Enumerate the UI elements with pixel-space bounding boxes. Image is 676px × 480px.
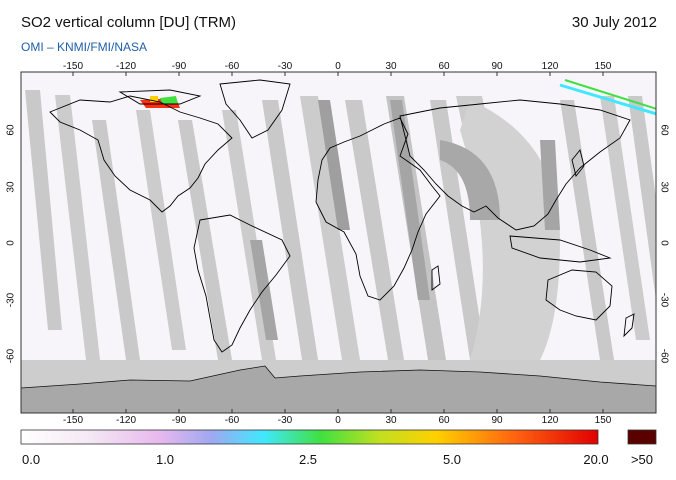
lon-tick-top: 30 [385,61,397,72]
swath [92,120,140,360]
lon-tick-bottom: -120 [115,415,137,426]
lon-tick-bottom: 150 [594,415,612,426]
colorbar-label: >50 [630,452,654,467]
lon-tick-bottom: 0 [335,415,341,426]
swath [136,110,186,350]
lat-tick-left: -60 [5,348,17,364]
swath [25,90,62,330]
antarctica [21,365,656,413]
swath [300,96,360,360]
lon-tick-top: 90 [491,61,503,72]
lat-tick-left: 30 [5,181,17,193]
lon-tick-top: -120 [115,61,137,72]
map-title: SO2 vertical column [DU] (TRM) [21,14,237,31]
swath [600,96,650,340]
swath [345,100,404,360]
lon-tick-top: -150 [62,61,84,72]
lat-tick-right: 30 [658,181,670,193]
lon-tick-bottom: 30 [385,415,397,426]
swath-overlap [440,140,500,220]
colorbar-gradient [20,429,599,445]
swath-overlap [390,100,430,300]
swath [628,96,656,300]
madagascar-coast [431,265,441,291]
data-source: OMI – KNMI/FMI/NASA [21,40,148,54]
south-america-coast [193,214,291,353]
lon-tick-bottom: -90 [171,415,187,426]
lat-tick-left: 0 [5,240,17,246]
colorbar-overflow [627,429,657,445]
lon-tick-top: 60 [438,61,450,72]
lon-tick-top: 0 [335,61,341,72]
colorbar-label: 2.5 [298,452,318,467]
lat-tick-left: -30 [5,292,17,308]
colorbar-label: 0.0 [22,452,41,467]
lon-tick-top: -30 [277,61,293,72]
tick-marks [72,72,604,413]
colorbar-label: 1.0 [155,452,175,467]
lon-tick-bottom: 60 [438,415,450,426]
lon-tick-bottom: -150 [62,415,84,426]
swath [430,100,486,360]
greenland-coast [219,79,291,139]
so2-streak [559,83,656,116]
swath-overlap [318,100,350,230]
asia-coast [399,99,631,231]
lon-tick-bottom: -30 [277,415,293,426]
indonesia-coast [509,235,612,263]
lat-tick-left: 60 [5,124,17,136]
lon-tick-bottom: -60 [224,415,240,426]
colorbar-label: 5.0 [442,452,462,467]
arctic-islands-coast [118,89,202,105]
australia-coast [545,269,613,321]
so2-streak [564,79,656,110]
lon-tick-bottom: 90 [491,415,503,426]
lon-tick-top: 150 [594,61,612,72]
lon-tick-top: -90 [171,61,187,72]
swath [178,120,232,360]
colorbar-label: 20.0 [583,452,609,467]
lon-tick-bottom: 120 [541,415,559,426]
lat-tick-right: -30 [658,292,670,308]
orbit-swaths [21,79,656,413]
lon-tick-top: -60 [224,61,240,72]
europe-africa-coast [315,117,441,301]
so2-hotspot [160,96,178,104]
swath [55,95,100,360]
japan-coast [571,149,585,177]
lat-tick-right: -60 [658,348,670,364]
north-america-coast [49,95,233,213]
coastlines [49,79,635,353]
swath-overlap [540,140,560,230]
lat-tick-right: 60 [658,124,670,136]
new-zealand-coast [623,313,635,338]
lon-tick-top: 120 [541,61,559,72]
map-date: 30 July 2012 [571,14,657,31]
lat-tick-right: 0 [658,240,670,246]
swath [262,100,318,360]
